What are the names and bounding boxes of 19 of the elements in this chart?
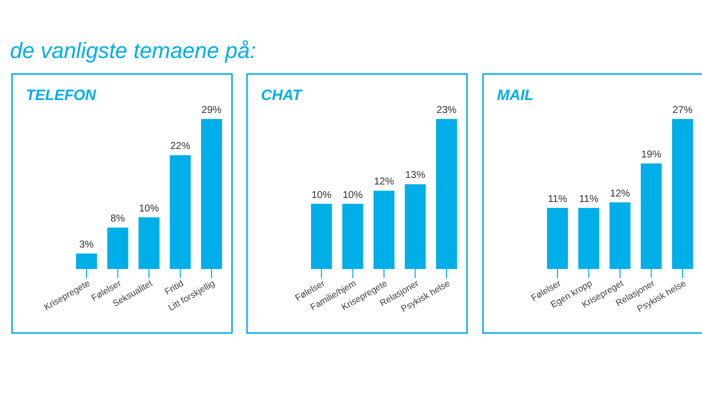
data-label: 22% xyxy=(170,141,190,152)
data-label: 3% xyxy=(79,239,94,250)
data-label: 10% xyxy=(342,190,363,201)
chart-title: TELEFON xyxy=(26,87,98,104)
data-label: 12% xyxy=(610,188,630,200)
chart-title: MAIL xyxy=(497,87,534,104)
data-label: 10% xyxy=(138,203,160,214)
data-label: 23% xyxy=(436,105,457,116)
data-label: 19% xyxy=(641,149,662,160)
data-label: 29% xyxy=(202,105,222,116)
data-label: 12% xyxy=(374,176,394,188)
data-label: 8% xyxy=(110,214,126,225)
data-label: 11% xyxy=(579,194,598,205)
data-label: 11% xyxy=(548,194,568,205)
data-label: 10% xyxy=(311,190,332,201)
data-label: 27% xyxy=(672,105,693,116)
text: de vanligste temaene på: xyxy=(10,38,256,63)
data-label: 13% xyxy=(405,170,426,182)
chart-title: CHAT xyxy=(261,87,304,104)
